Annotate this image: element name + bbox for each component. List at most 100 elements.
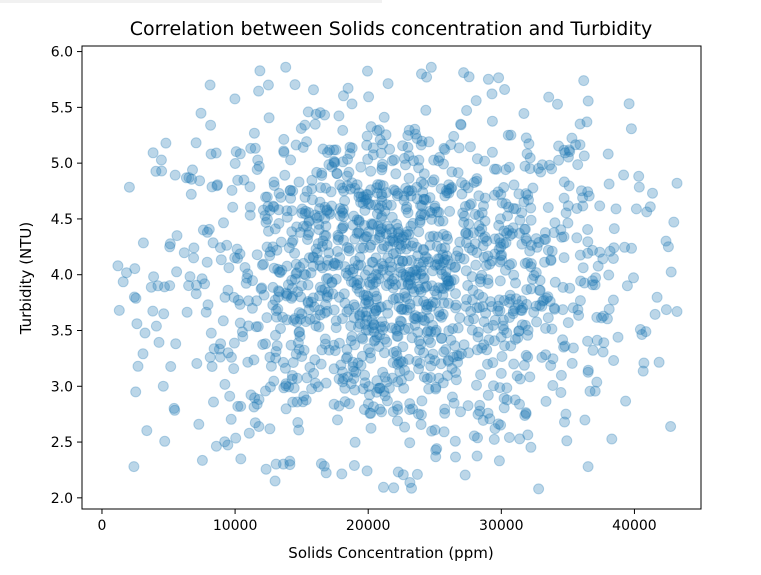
scatter-point xyxy=(247,275,258,287)
scatter-point xyxy=(448,130,460,142)
y-axis-ticks: 2.02.53.03.54.04.55.05.56.0 xyxy=(51,45,82,507)
scatter-point xyxy=(228,291,240,303)
scatter-point xyxy=(549,276,561,288)
scatter-point xyxy=(227,201,239,213)
scatter-point xyxy=(556,231,568,243)
scatter-point xyxy=(289,273,301,285)
scatter-point xyxy=(256,259,268,271)
scatter-point xyxy=(493,243,505,255)
scatter-point xyxy=(363,198,375,210)
scatter-point xyxy=(283,242,295,254)
scatter-point xyxy=(346,142,358,154)
scatter-point xyxy=(248,354,260,366)
scatter-point xyxy=(570,139,582,151)
scatter-point xyxy=(193,418,205,430)
scatter-point xyxy=(544,159,555,171)
scatter-point xyxy=(349,301,361,313)
scatter-point xyxy=(221,239,233,251)
scatter-point xyxy=(309,301,320,313)
scatter-point xyxy=(373,273,385,285)
scatter-point xyxy=(200,306,212,318)
scatter-point xyxy=(275,191,287,203)
scatter-point xyxy=(469,238,481,250)
scatter-point xyxy=(467,284,479,296)
scatter-point xyxy=(228,337,240,349)
scatter-point xyxy=(427,348,439,360)
scatter-point xyxy=(351,214,363,226)
scatter-point xyxy=(530,233,542,245)
scatter-point xyxy=(290,348,302,360)
scatter-point xyxy=(415,210,427,222)
scatter-point xyxy=(165,361,177,372)
scatter-point xyxy=(190,288,202,300)
scatter-point xyxy=(199,278,211,290)
scatter-point xyxy=(289,247,301,259)
scatter-point xyxy=(500,198,512,210)
scatter-point xyxy=(286,282,298,294)
scatter-point xyxy=(273,204,285,216)
scatter-point xyxy=(358,404,370,415)
scatter-point xyxy=(398,194,410,206)
scatter-point xyxy=(392,404,404,415)
scatter-point xyxy=(300,394,312,406)
scatter-point xyxy=(319,283,331,295)
scatter-point xyxy=(429,200,441,212)
scatter-point xyxy=(402,130,414,141)
scatter-point xyxy=(396,303,408,315)
scatter-point xyxy=(435,183,447,195)
scatter-point xyxy=(534,274,546,286)
scatter-point xyxy=(536,300,548,312)
scatter-point xyxy=(322,147,333,158)
scatter-point xyxy=(441,187,453,199)
scatter-point xyxy=(347,219,359,231)
scatter-point xyxy=(571,203,583,214)
scatter-point xyxy=(270,352,282,364)
scatter-point xyxy=(402,185,414,197)
scatter-point xyxy=(393,301,405,313)
scatter-point xyxy=(610,203,622,215)
scatter-point xyxy=(294,326,305,338)
scatter-point xyxy=(367,218,379,230)
scatter-point xyxy=(253,85,265,97)
scatter-point xyxy=(400,270,412,281)
scatter-point xyxy=(292,337,304,349)
scatter-point xyxy=(514,227,525,239)
scatter-point xyxy=(195,107,207,119)
scatter-point xyxy=(479,231,491,243)
scatter-point xyxy=(398,303,410,315)
scatter-point xyxy=(567,302,579,314)
scatter-point xyxy=(376,222,388,234)
scatter-point xyxy=(280,380,292,392)
scatter-point xyxy=(361,139,373,151)
scatter-point xyxy=(473,190,485,202)
scatter-point xyxy=(438,142,450,154)
scatter-point xyxy=(240,277,252,289)
scatter-point xyxy=(219,378,231,390)
scatter-point xyxy=(377,158,388,170)
scatter-point xyxy=(201,256,213,268)
scatter-point xyxy=(361,130,373,142)
scatter-point xyxy=(260,385,271,397)
scatter-point xyxy=(354,278,366,289)
scatter-point xyxy=(448,274,460,286)
scatter-point xyxy=(418,244,430,256)
scatter-point xyxy=(411,241,423,253)
scatter-point xyxy=(400,203,412,215)
scatter-point xyxy=(271,311,283,323)
scatter-point xyxy=(557,281,569,293)
scatter-point xyxy=(164,280,176,292)
scatter-point xyxy=(409,319,421,331)
scatter-point xyxy=(494,256,506,268)
scatter-point xyxy=(521,284,533,296)
scatter-point xyxy=(518,108,530,119)
scatter-point xyxy=(222,347,234,359)
scatter-point xyxy=(430,324,442,336)
scatter-point xyxy=(438,346,450,358)
scatter-point xyxy=(354,251,366,263)
scatter-point xyxy=(251,249,263,261)
scatter-point xyxy=(315,358,327,370)
scatter-point xyxy=(295,123,307,134)
scatter-point xyxy=(382,307,394,319)
scatter-point xyxy=(612,331,624,343)
scatter-point xyxy=(496,254,508,266)
